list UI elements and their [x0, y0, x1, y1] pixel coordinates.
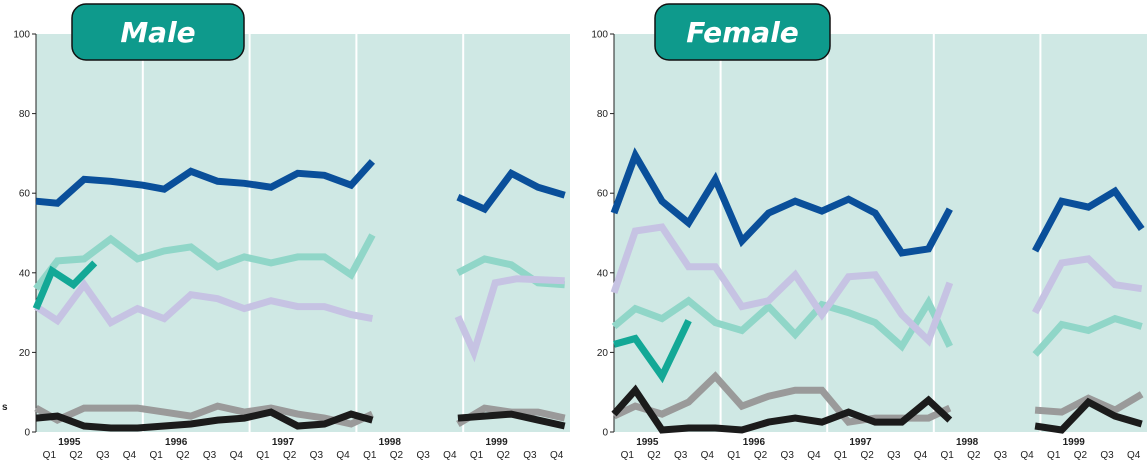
male-quarter-label: Q3 [96, 450, 110, 461]
female-quarter-label: Q2 [1074, 450, 1088, 461]
male-quarter-label: Q1 [363, 450, 377, 461]
male-quarter-label: Q1 [43, 450, 57, 461]
male-series-f-line [35, 408, 566, 432]
female-quarter-label: Q2 [861, 450, 875, 461]
female-quarter-label: Q1 [621, 450, 635, 461]
male-quarter-label: Q4 [230, 450, 244, 461]
female-quarter-label: Q4 [1020, 450, 1034, 461]
male-year-label: 1995 [58, 437, 81, 448]
female-series-f-line [611, 384, 1143, 434]
male-series-a-line [35, 159, 566, 214]
female-quarter-label: Q1 [1047, 450, 1061, 461]
male-y-tick-label: 40 [19, 268, 31, 279]
male-year-label: 1997 [272, 437, 295, 448]
female-quarter-label: Q2 [647, 450, 661, 461]
male-quarter-label: Q1 [470, 450, 484, 461]
male-quarter-label: Q4 [443, 450, 457, 461]
male-y-tick-label: 80 [19, 109, 31, 120]
male-title-badge [71, 3, 245, 61]
male-year-label: 1999 [485, 437, 508, 448]
male-quarter-label: Q2 [390, 450, 404, 461]
female-year-label: 1999 [1063, 437, 1086, 448]
male-chart-panel: 0 20 40 60 80 100 Q1 Q2 Q3 Q4 Q1 Q2 Q3 Q4 Q1 Q2 Q3 Q4 Q1 Q2… [13, 3, 570, 461]
female-quarter-label: Q4 [807, 450, 821, 461]
female-quarter-label: Q1 [727, 450, 741, 461]
female-quarter-label: Q2 [967, 450, 981, 461]
female-y-tick-label: 60 [597, 189, 609, 200]
female-y-tick-label: 100 [591, 30, 608, 41]
female-quarter-label: Q4 [914, 450, 928, 461]
male-quarter-label: Q3 [523, 450, 537, 461]
female-title-badge [654, 3, 831, 61]
male-quarter-label: Q3 [310, 450, 324, 461]
male-quarter-label: Q4 [336, 450, 350, 461]
female-y-tick-label: 80 [597, 109, 609, 120]
female-quarter-label: Q3 [887, 450, 901, 461]
female-chart-panel: 0 20 40 60 80 100 Q1 Q2 Q3 Q4 Q1 Q2 Q3 Q4 Q1 Q2 Q3 Q4 Q1 Q2… [591, 3, 1147, 461]
male-chart-title: Male [120, 16, 195, 49]
male-quarter-label: Q2 [176, 450, 190, 461]
female-quarter-label: Q3 [994, 450, 1008, 461]
female-y-tick-label: 20 [597, 348, 609, 359]
female-year-label: 1997 [849, 437, 872, 448]
female-quarter-label: Q3 [781, 450, 795, 461]
male-year-label: 1998 [379, 437, 402, 448]
female-year-label: 1996 [743, 437, 766, 448]
male-plot-background [36, 34, 570, 432]
male-quarter-label: Q3 [203, 450, 217, 461]
male-y-tick-label: 60 [19, 189, 31, 200]
male-quarter-label: Q2 [497, 450, 511, 461]
edge-label: s [2, 402, 8, 413]
female-chart-title: Female [686, 16, 799, 49]
male-y-tick-label: 0 [24, 428, 30, 439]
female-series-d-line [613, 319, 692, 384]
female-series-a-line [610, 147, 1145, 257]
male-quarter-label: Q3 [416, 450, 430, 461]
male-series-d-line [32, 260, 98, 310]
male-series-c-line [34, 275, 565, 363]
female-quarter-label: Q3 [1100, 450, 1114, 461]
female-year-label: 1995 [636, 437, 659, 448]
male-quarter-label: Q4 [123, 450, 137, 461]
female-quarter-label: Q1 [940, 450, 954, 461]
male-quarter-label: Q4 [550, 450, 564, 461]
male-y-tick-label: 100 [13, 30, 30, 41]
female-series-b-line [611, 295, 1143, 357]
female-plot-background [614, 34, 1147, 432]
female-quarter-label: Q2 [754, 450, 768, 461]
female-quarter-label: Q3 [674, 450, 688, 461]
male-quarter-label: Q2 [69, 450, 83, 461]
male-year-label: 1996 [165, 437, 188, 448]
female-quarter-label: Q4 [701, 450, 715, 461]
male-y-tick-label: 20 [19, 348, 31, 359]
female-year-label: 1998 [956, 437, 979, 448]
female-quarter-label: Q1 [834, 450, 848, 461]
female-y-tick-label: 0 [602, 428, 608, 439]
male-quarter-label: Q2 [283, 450, 297, 461]
female-quarter-label: Q4 [1127, 450, 1141, 461]
female-y-tick-label: 40 [597, 268, 609, 279]
male-quarter-label: Q1 [256, 450, 270, 461]
female-series-c-line [610, 223, 1143, 347]
male-quarter-label: Q1 [149, 450, 163, 461]
